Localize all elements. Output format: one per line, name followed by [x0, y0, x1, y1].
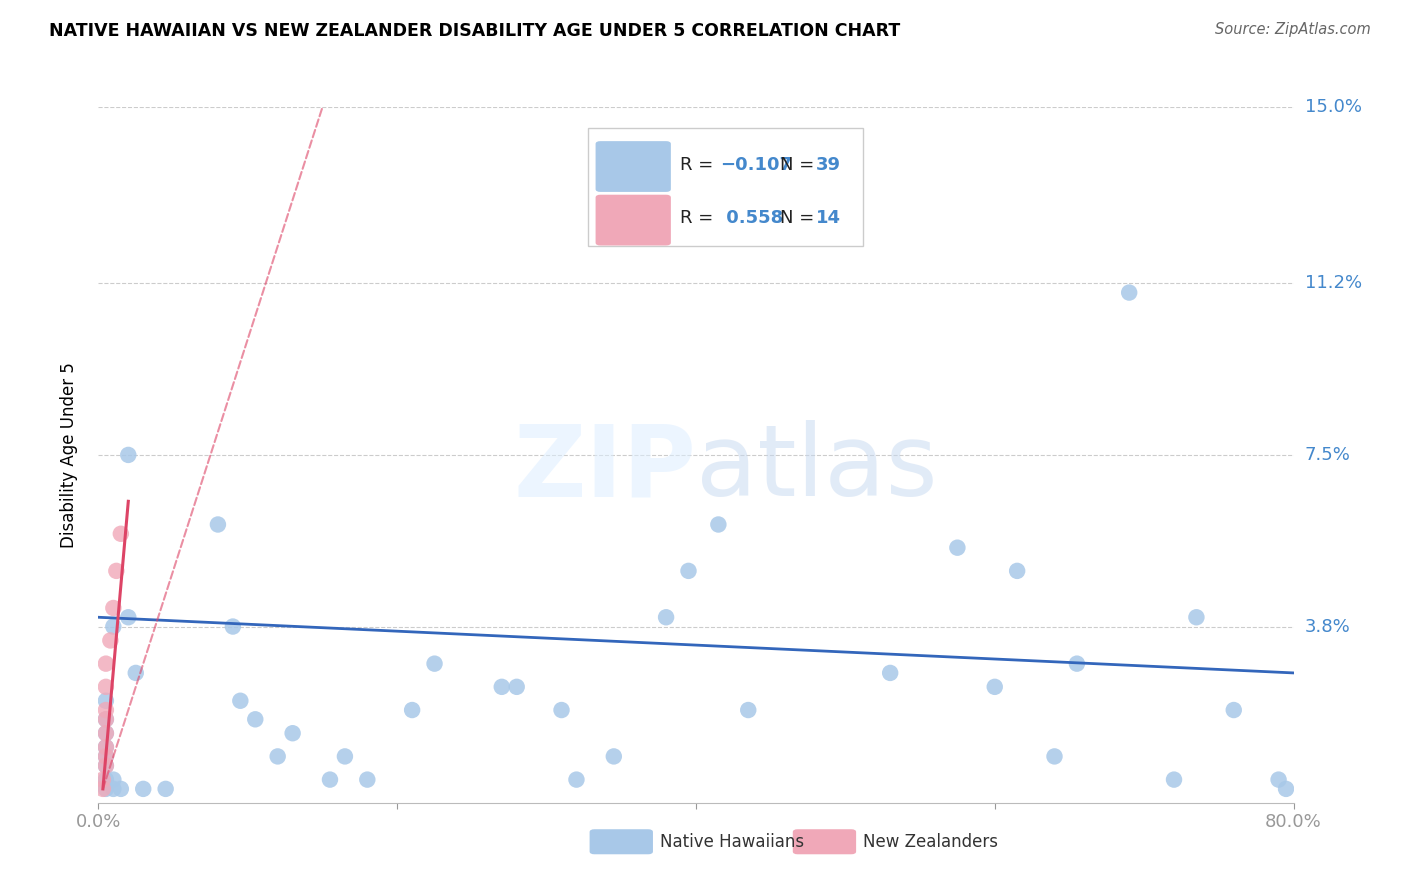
Text: 0.558: 0.558	[720, 210, 783, 227]
Point	[94, 740, 117, 755]
Point	[110, 781, 132, 796]
Point	[103, 601, 125, 615]
Text: Source: ZipAtlas.com: Source: ZipAtlas.com	[1215, 22, 1371, 37]
Point	[946, 541, 969, 555]
Point	[1163, 772, 1185, 787]
FancyBboxPatch shape	[793, 830, 856, 855]
Point	[94, 726, 117, 740]
Point	[707, 517, 730, 532]
Y-axis label: Disability Age Under 5: Disability Age Under 5	[59, 362, 77, 548]
Text: 7.5%: 7.5%	[1305, 446, 1351, 464]
Point	[281, 726, 304, 740]
Point	[94, 703, 117, 717]
Point	[94, 712, 117, 726]
Point	[117, 448, 139, 462]
Point	[155, 781, 177, 796]
Text: Native Hawaiians: Native Hawaiians	[661, 833, 804, 851]
Text: 15.0%: 15.0%	[1305, 98, 1361, 116]
Point	[245, 712, 267, 726]
Point	[94, 694, 117, 708]
Text: 3.8%: 3.8%	[1305, 617, 1350, 635]
Point	[1118, 285, 1140, 300]
Point	[333, 749, 356, 764]
Point	[655, 610, 678, 624]
Point	[1043, 749, 1066, 764]
Point	[737, 703, 759, 717]
Text: 39: 39	[815, 156, 841, 174]
Point	[132, 781, 155, 796]
Text: R =: R =	[681, 156, 720, 174]
Point	[1223, 703, 1246, 717]
Text: 11.2%: 11.2%	[1305, 275, 1362, 293]
Point	[94, 749, 117, 764]
FancyBboxPatch shape	[582, 823, 988, 865]
Text: R =: R =	[681, 210, 720, 227]
FancyBboxPatch shape	[596, 194, 671, 245]
Text: 14: 14	[815, 210, 841, 227]
Point	[94, 758, 117, 772]
FancyBboxPatch shape	[588, 128, 863, 246]
Point	[105, 564, 128, 578]
FancyBboxPatch shape	[596, 141, 671, 192]
Point	[491, 680, 513, 694]
Point	[1066, 657, 1088, 671]
Point	[267, 749, 290, 764]
Text: New Zealanders: New Zealanders	[863, 833, 998, 851]
Point	[319, 772, 342, 787]
Point	[550, 703, 572, 717]
Text: N =: N =	[779, 210, 820, 227]
Point	[229, 694, 252, 708]
Point	[103, 772, 125, 787]
Text: N =: N =	[779, 156, 820, 174]
Point	[91, 772, 114, 787]
Point	[603, 749, 626, 764]
Point	[110, 526, 132, 541]
Point	[125, 665, 148, 680]
Point	[207, 517, 229, 532]
Point	[91, 781, 114, 796]
Point	[94, 758, 117, 772]
Point	[222, 619, 245, 633]
Point	[94, 772, 117, 787]
Text: ZIP: ZIP	[513, 420, 696, 517]
Text: atlas: atlas	[696, 420, 938, 517]
Point	[506, 680, 529, 694]
Point	[565, 772, 588, 787]
Point	[94, 749, 117, 764]
Text: NATIVE HAWAIIAN VS NEW ZEALANDER DISABILITY AGE UNDER 5 CORRELATION CHART: NATIVE HAWAIIAN VS NEW ZEALANDER DISABIL…	[49, 22, 900, 40]
Point	[1275, 781, 1298, 796]
Point	[103, 781, 125, 796]
Point	[98, 633, 122, 648]
FancyBboxPatch shape	[589, 830, 652, 855]
Point	[94, 726, 117, 740]
Point	[1005, 564, 1028, 578]
Point	[1267, 772, 1289, 787]
Point	[423, 657, 446, 671]
Point	[356, 772, 378, 787]
Point	[94, 657, 117, 671]
Point	[94, 680, 117, 694]
Point	[94, 781, 117, 796]
Point	[94, 740, 117, 755]
Point	[1185, 610, 1208, 624]
Text: −0.107: −0.107	[720, 156, 792, 174]
Point	[103, 619, 125, 633]
Point	[117, 610, 139, 624]
Point	[879, 665, 901, 680]
Point	[678, 564, 700, 578]
Point	[983, 680, 1005, 694]
Point	[401, 703, 423, 717]
Point	[94, 712, 117, 726]
